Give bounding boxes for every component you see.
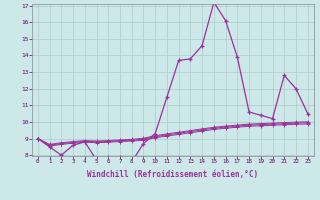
X-axis label: Windchill (Refroidissement éolien,°C): Windchill (Refroidissement éolien,°C) (87, 170, 258, 179)
